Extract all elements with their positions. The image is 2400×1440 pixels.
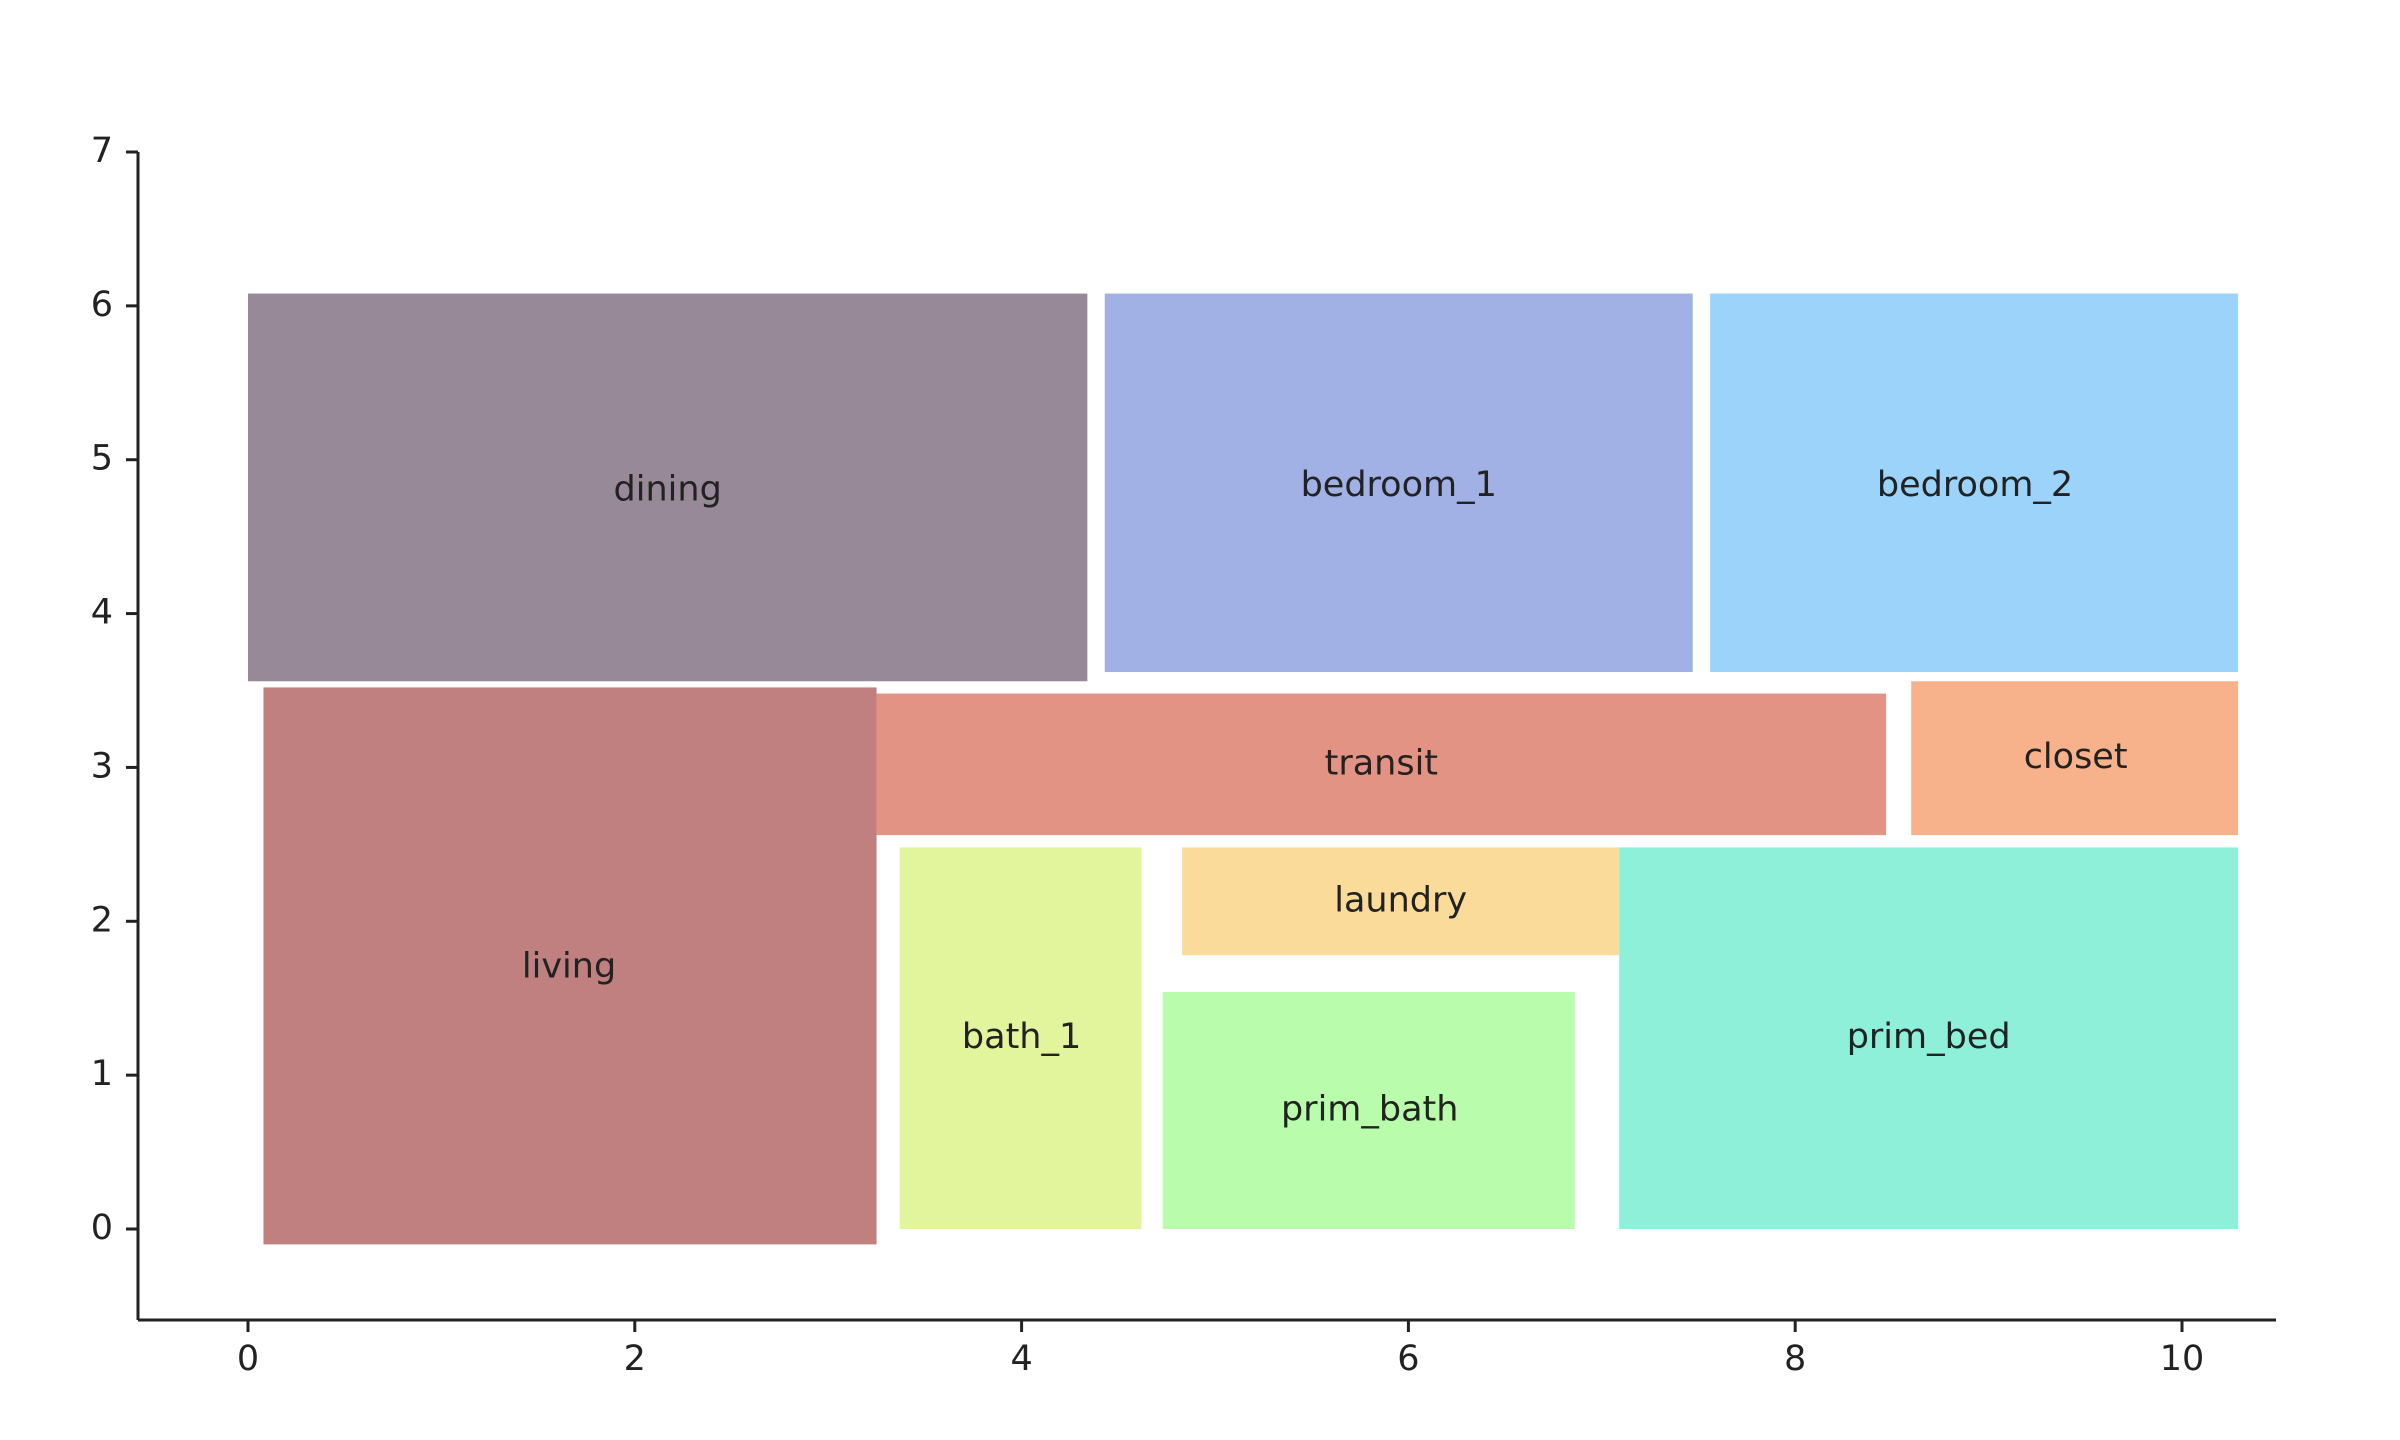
room-label-bedroom-2: bedroom_2 <box>1877 465 2073 505</box>
room-label-dining: dining <box>614 469 722 509</box>
rooms-layer <box>248 293 2239 1245</box>
y-tick-label-4: 4 <box>91 593 113 633</box>
room-rect-closet <box>1911 681 2239 836</box>
room-label-laundry: laundry <box>1334 880 1467 920</box>
room-label-prim-bath: prim_bath <box>1281 1090 1459 1130</box>
room-label-closet: closet <box>2024 737 2128 777</box>
room-rect-living <box>263 687 877 1245</box>
y-tick-label-3: 3 <box>91 746 113 786</box>
room-label-prim-bed: prim_bed <box>1847 1017 2011 1057</box>
x-tick-label-10: 10 <box>2160 1339 2205 1379</box>
room-rect-bedroom-2 <box>1710 293 2239 673</box>
room-label-living: living <box>522 946 616 986</box>
room-rect-prim-bath <box>1162 992 1575 1229</box>
room-rect-transit <box>876 693 1887 836</box>
x-tick-label-2: 2 <box>624 1339 646 1379</box>
x-tick-label-8: 8 <box>1784 1339 1806 1379</box>
x-tick-label-0: 0 <box>237 1339 259 1379</box>
room-label-bath-1: bath_1 <box>962 1017 1081 1057</box>
room-rect-bedroom-1 <box>1104 293 1693 673</box>
y-tick-label-6: 6 <box>91 285 113 325</box>
y-tick-label-7: 7 <box>91 131 113 171</box>
y-tick-label-2: 2 <box>91 900 113 940</box>
y-tick-label-1: 1 <box>91 1054 113 1094</box>
room-rect-dining <box>248 293 1088 682</box>
room-rect-bath-1 <box>899 847 1142 1229</box>
room-label-transit: transit <box>1325 743 1438 783</box>
room-rect-laundry <box>1182 847 1620 956</box>
x-tick-label-4: 4 <box>1010 1339 1032 1379</box>
y-tick-label-0: 0 <box>91 1208 113 1248</box>
y-tick-label-5: 5 <box>91 439 113 479</box>
axes-layer: 0 2 4 6 8 10 0 1 2 3 4 5 6 7 <box>91 131 2276 1379</box>
x-tick-label-6: 6 <box>1397 1339 1419 1379</box>
room-label-bedroom-1: bedroom_1 <box>1301 465 1497 505</box>
room-rect-prim-bed <box>1619 847 2239 1229</box>
